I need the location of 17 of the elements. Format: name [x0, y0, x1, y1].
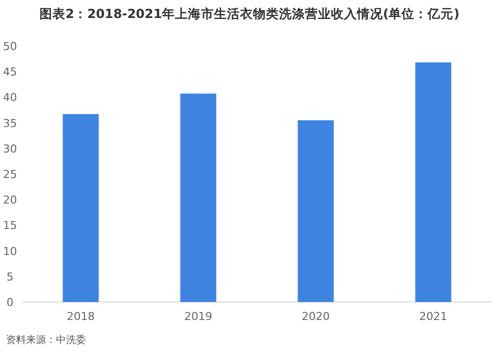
y-tick-label: 30	[3, 142, 17, 156]
x-tick-label: 2021	[419, 310, 448, 323]
y-tick-label: 0	[6, 296, 14, 309]
text: 资料来源：中洗委	[6, 334, 86, 346]
y-tick-label: 25	[3, 168, 17, 181]
y-tick-label: 5	[6, 270, 14, 284]
y-tick-label: 40	[3, 91, 17, 104]
y-tick-label: 15	[3, 219, 17, 232]
chart-title: 图表2：2018-2021年上海市生活衣物类洗涤营业收入情况(单位：亿元)	[40, 6, 460, 21]
y-tick-label: 20	[3, 194, 17, 207]
y-tick-label: 45	[3, 66, 17, 79]
y-tick-label: 10	[3, 244, 17, 258]
x-tick-label: 2019	[184, 310, 212, 323]
x-tick-label: 2020	[302, 310, 330, 323]
x-tick-label: 2018	[66, 310, 95, 323]
y-tick-label: 50	[3, 40, 17, 53]
y-tick-label: 35	[3, 116, 17, 130]
